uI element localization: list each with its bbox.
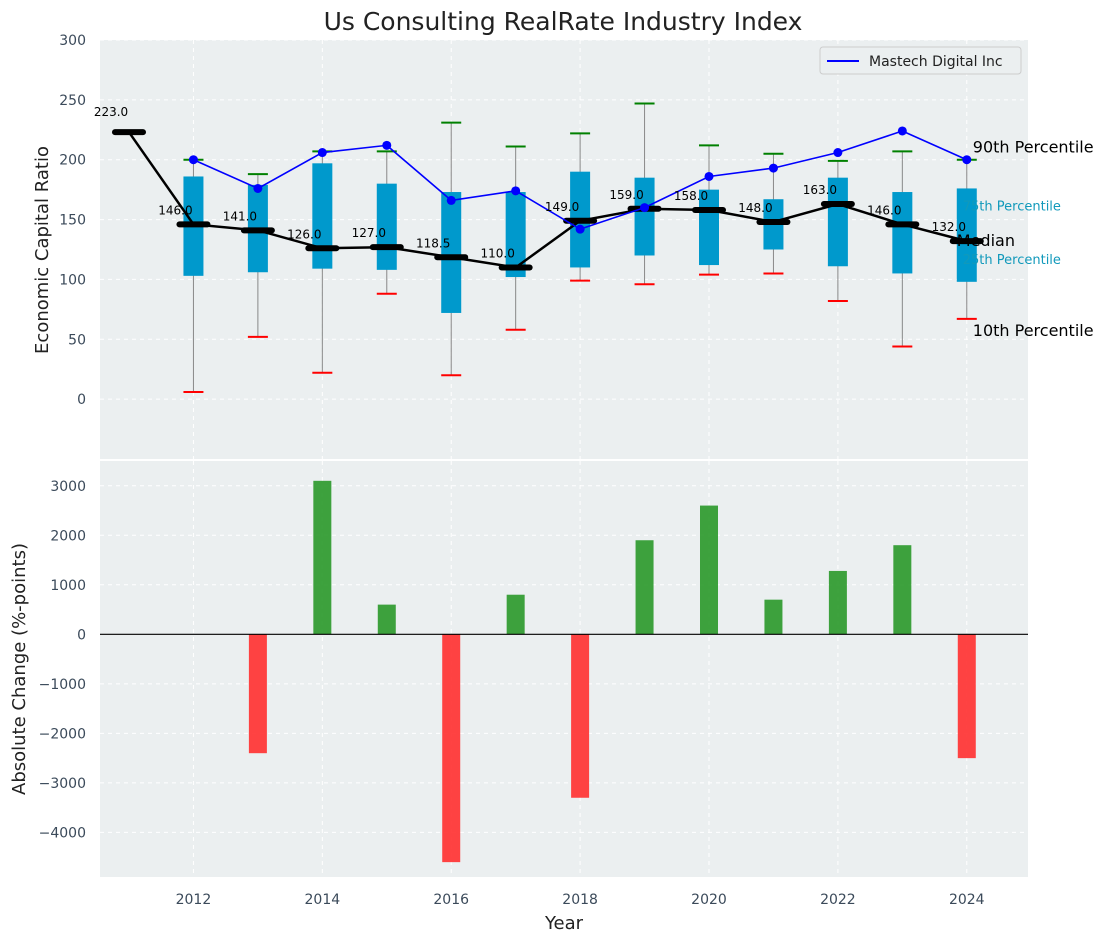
median-value-label: 141.0 bbox=[223, 209, 257, 223]
company-point bbox=[768, 163, 778, 173]
change-bar bbox=[377, 604, 396, 635]
x-tick-label: 2018 bbox=[562, 892, 598, 908]
company-point bbox=[897, 126, 907, 136]
median-value-label: 126.0 bbox=[287, 227, 321, 241]
change-bar bbox=[893, 545, 912, 635]
iqr-box bbox=[634, 177, 655, 256]
bottom-y-tick-label: −4000 bbox=[39, 825, 86, 841]
legend-label: Mastech Digital Inc bbox=[869, 54, 1003, 70]
bottom-y-tick-label: 2000 bbox=[50, 528, 86, 544]
company-point bbox=[446, 195, 456, 205]
median-value-label: 127.0 bbox=[352, 226, 386, 240]
bottom-y-tick-label: −1000 bbox=[39, 677, 86, 693]
median-value-label: 110.0 bbox=[480, 246, 514, 260]
side-label-q1: 25th Percentile bbox=[963, 253, 1061, 268]
x-tick-label: 2024 bbox=[949, 892, 985, 908]
median-value-label: 158.0 bbox=[674, 189, 708, 203]
x-tick-label: 2020 bbox=[691, 892, 727, 908]
median-value-label: 146.0 bbox=[158, 203, 192, 217]
company-point bbox=[962, 155, 972, 165]
iqr-box bbox=[441, 192, 462, 313]
top-annotations: 223.0 146.0 141.0 126.0 127.0 118.5 110.0 149.0… bbox=[94, 105, 1094, 340]
change-bar bbox=[957, 634, 976, 759]
x-tick-label: 2016 bbox=[433, 892, 469, 908]
company-point bbox=[575, 224, 585, 234]
median-value-label: 146.0 bbox=[867, 203, 901, 217]
x-axis-label: Year bbox=[544, 913, 584, 934]
bottom-x-ticks: 2012 2014 2016 2018 2020 2022 2024 bbox=[176, 892, 985, 908]
change-bar bbox=[700, 505, 718, 635]
change-bar bbox=[313, 480, 332, 635]
change-bar bbox=[506, 594, 525, 635]
company-point bbox=[382, 140, 392, 150]
bottom-y-ticks: −4000 −3000 −2000 −1000 0 1000 2000 3000 bbox=[39, 479, 86, 842]
iqr-box bbox=[892, 192, 913, 274]
top-y-tick-label: 300 bbox=[59, 33, 86, 49]
median-value-label: 163.0 bbox=[803, 183, 837, 197]
top-y-tick-label: 100 bbox=[59, 272, 86, 288]
top-y-axis-label: Economic Capital Ratio bbox=[32, 146, 53, 354]
company-point bbox=[317, 148, 327, 158]
side-label-q3: 75th Percentile bbox=[963, 199, 1061, 214]
top-boxes bbox=[183, 102, 977, 393]
side-label-p10: 10th Percentile bbox=[973, 321, 1094, 340]
change-bar bbox=[764, 599, 783, 635]
top-y-tick-label: 150 bbox=[59, 213, 86, 229]
company-point bbox=[833, 148, 843, 158]
bottom-y-tick-label: 1000 bbox=[50, 578, 86, 594]
top-lines bbox=[112, 126, 984, 271]
top-y-tick-label: 0 bbox=[77, 392, 86, 408]
bottom-bars bbox=[100, 480, 1028, 863]
x-tick-label: 2014 bbox=[305, 892, 341, 908]
top-y-ticks: 0 50 100 150 200 250 300 bbox=[59, 33, 86, 408]
company-point bbox=[188, 155, 198, 165]
bottom-y-axis-label: Absolute Change (%-points) bbox=[9, 543, 30, 795]
x-tick-label: 2012 bbox=[176, 892, 212, 908]
bottom-plot-area bbox=[100, 461, 1028, 877]
top-plot-area bbox=[100, 40, 1028, 459]
iqr-box bbox=[505, 192, 526, 278]
median-value-label: 159.0 bbox=[609, 188, 643, 202]
change-bar bbox=[635, 540, 654, 635]
change-bar bbox=[571, 634, 590, 798]
chart-title: Us Consulting RealRate Industry Index bbox=[324, 7, 803, 36]
change-bar bbox=[442, 634, 461, 863]
iqr-box bbox=[312, 163, 333, 269]
company-point bbox=[511, 186, 521, 196]
company-point bbox=[704, 171, 714, 181]
x-tick-label: 2022 bbox=[820, 892, 856, 908]
side-label-p90: 90th Percentile bbox=[973, 138, 1094, 157]
change-bar bbox=[248, 634, 267, 754]
change-bar bbox=[828, 570, 847, 635]
bottom-y-tick-label: 0 bbox=[77, 627, 86, 643]
company-point bbox=[253, 183, 263, 193]
median-value-label: 132.0 bbox=[932, 220, 966, 234]
iqr-box bbox=[827, 177, 848, 267]
median-value-label: 148.0 bbox=[738, 201, 772, 215]
top-y-tick-label: 200 bbox=[59, 153, 86, 169]
median-value-label: 149.0 bbox=[545, 200, 579, 214]
median-value-label: 223.0 bbox=[94, 105, 128, 119]
bottom-y-tick-label: −2000 bbox=[39, 726, 86, 742]
median-value-label: 118.5 bbox=[416, 236, 450, 250]
company-point bbox=[640, 203, 650, 213]
top-y-tick-label: 250 bbox=[59, 93, 86, 109]
top-y-tick-label: 50 bbox=[68, 332, 86, 348]
iqr-box bbox=[956, 188, 977, 282]
side-label-median: Median bbox=[957, 231, 1015, 250]
bottom-y-tick-label: −3000 bbox=[39, 776, 86, 792]
legend: Mastech Digital Inc bbox=[819, 46, 1022, 75]
bottom-y-tick-label: 3000 bbox=[50, 479, 86, 495]
